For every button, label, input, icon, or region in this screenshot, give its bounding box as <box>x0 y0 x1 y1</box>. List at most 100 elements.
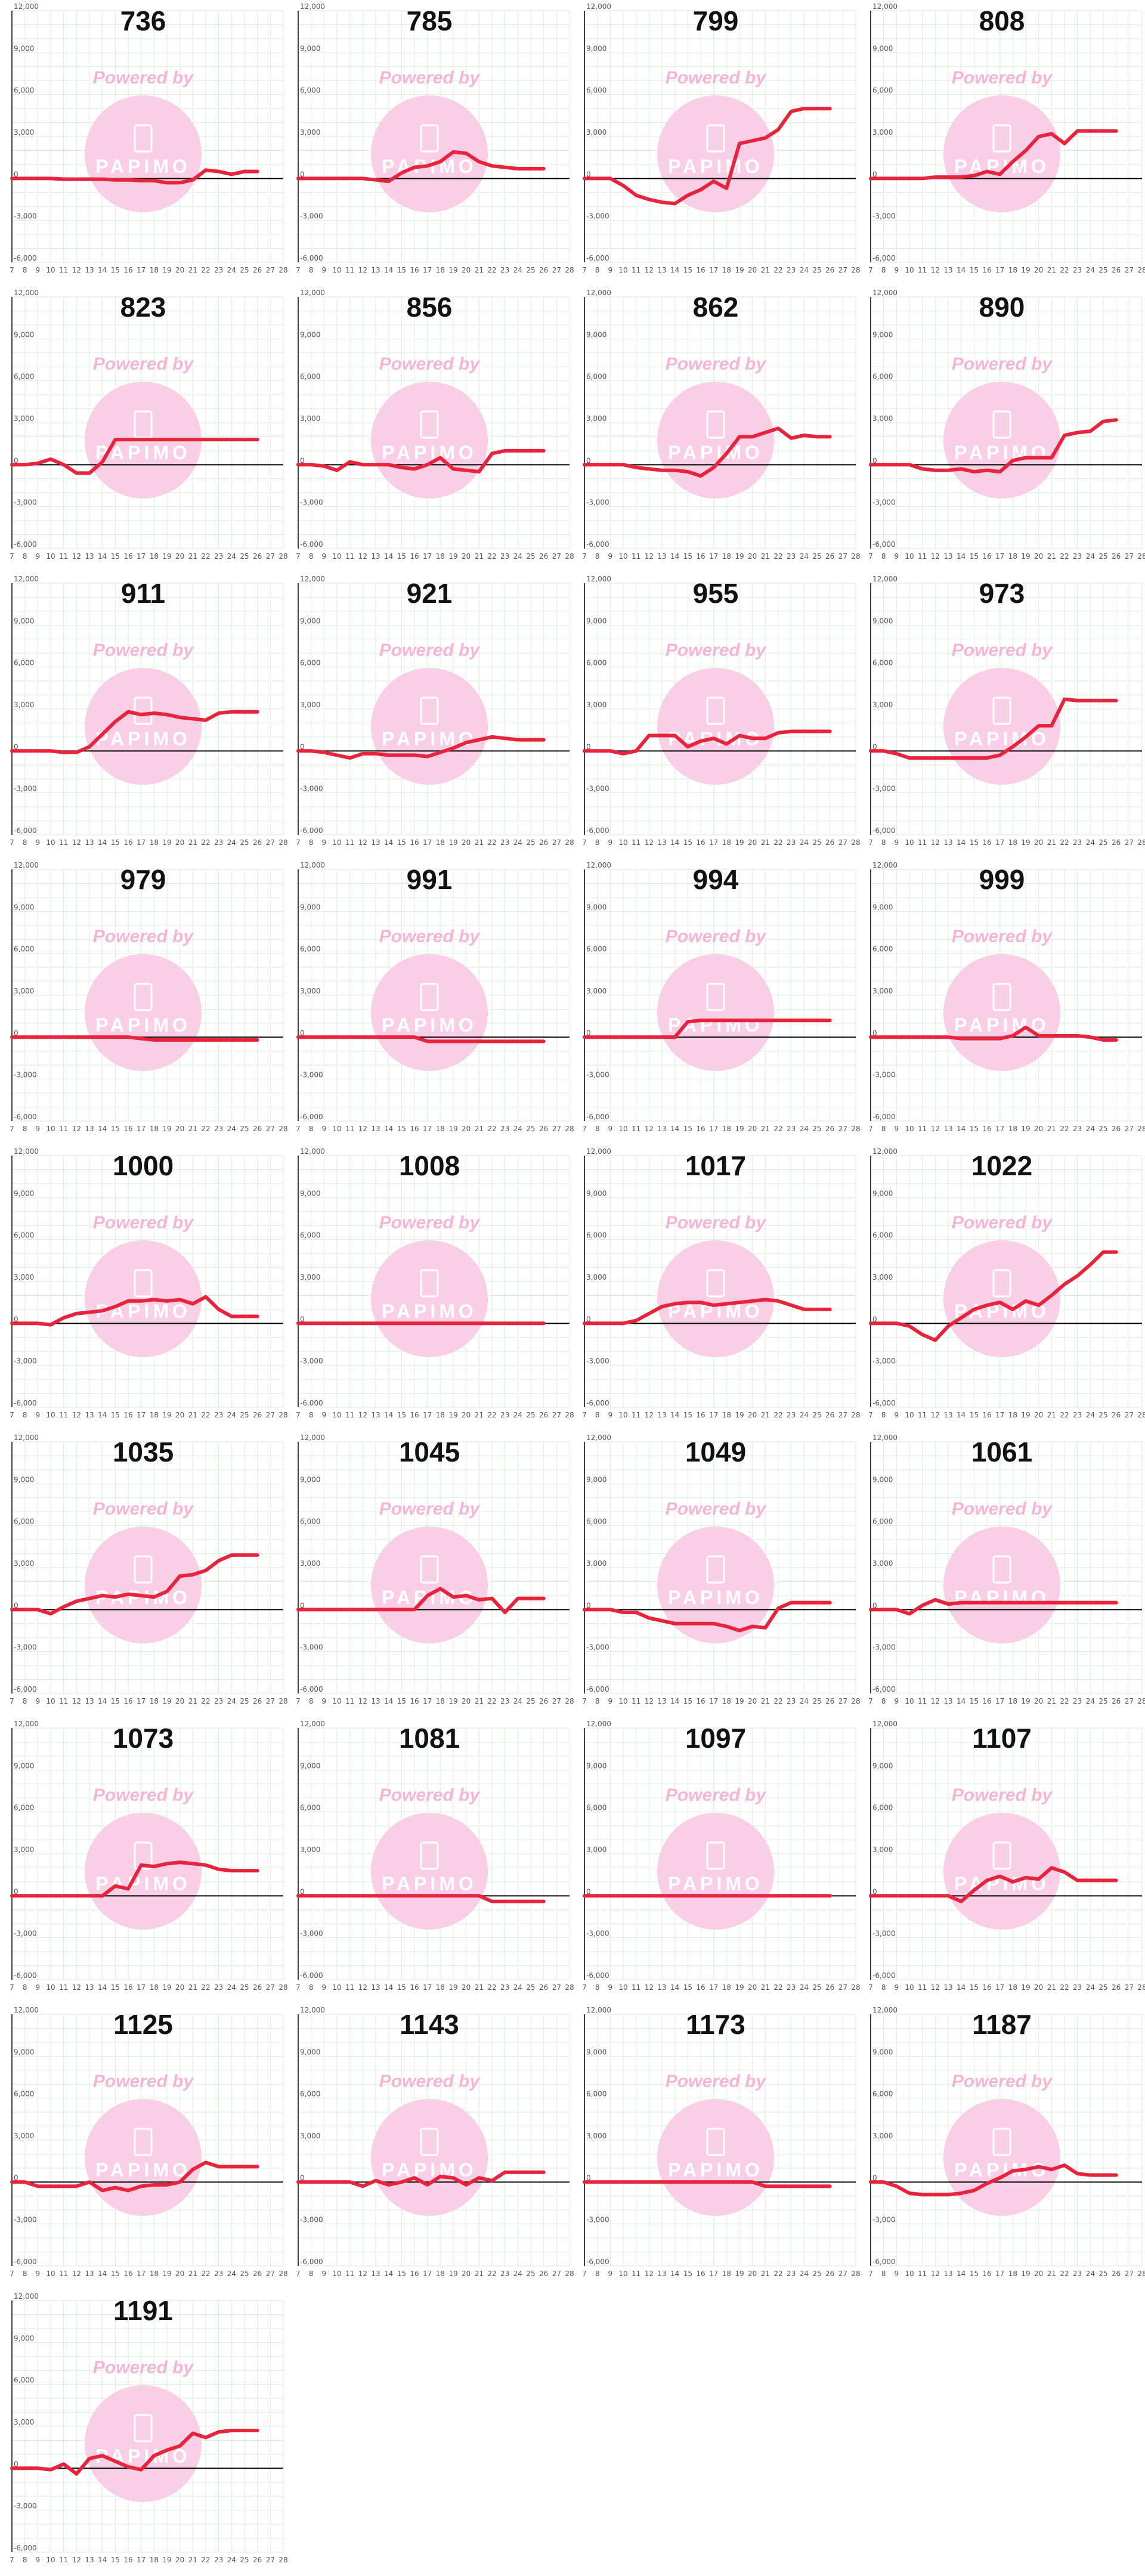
watermark-powered-text: Powered by <box>93 927 194 946</box>
y-tick-label: 6,000 <box>14 2090 34 2098</box>
watermark-brand-text: PAPIMO <box>668 442 763 463</box>
chart-svg: Powered byPAPIMO12,0009,0006,0003,0000-3… <box>10 2292 287 2564</box>
watermark-circle <box>943 954 1060 1071</box>
series-line <box>10 1035 259 1042</box>
chart-svg: Powered byPAPIMO12,0009,0006,0003,0000-3… <box>868 1433 1145 1705</box>
x-tick-label: 18 <box>722 838 731 847</box>
x-tick-label: 20 <box>175 838 184 847</box>
x-tick-label: 8 <box>23 838 27 847</box>
x-tick-label: 26 <box>253 1411 262 1419</box>
x-tick-label: 28 <box>851 552 860 561</box>
x-tick-label: 9 <box>322 1697 327 1705</box>
y-tick-label: -6,000 <box>14 254 37 262</box>
x-tick-label: 12 <box>72 1983 81 1992</box>
x-tick-label: 15 <box>683 266 692 274</box>
x-tick-label: 17 <box>995 1125 1004 1133</box>
watermark-circle <box>943 2099 1060 2216</box>
x-tick-label: 12 <box>358 838 367 847</box>
x-tick-label: 16 <box>696 1125 705 1133</box>
x-tick-label: 22 <box>201 838 210 847</box>
chart-title: 1017 <box>685 1150 747 1181</box>
x-tick-label: 24 <box>800 1125 809 1133</box>
x-tick-label: 17 <box>709 1125 718 1133</box>
x-tick-label: 11 <box>59 552 68 561</box>
x-tick-label: 26 <box>539 1125 548 1133</box>
x-tick-label: 28 <box>565 266 574 274</box>
x-tick-label: 19 <box>162 1125 171 1133</box>
x-tick-label: 11 <box>59 2556 68 2564</box>
x-tick-label: 27 <box>266 1697 275 1705</box>
x-tick-label: 23 <box>787 1411 796 1419</box>
x-tick-label: 26 <box>825 1697 834 1705</box>
x-tick-label: 24 <box>800 552 809 561</box>
y-tick-label: -3,000 <box>586 785 609 793</box>
x-tick-label: 13 <box>943 552 952 561</box>
x-tick-label: 24 <box>513 838 522 847</box>
y-tick-label: -3,000 <box>300 1357 323 1366</box>
watermark-powered-text: Powered by <box>952 1499 1053 1519</box>
watermark-powered-text: Powered by <box>952 68 1053 88</box>
y-tick-label: -6,000 <box>586 1685 609 1693</box>
x-tick-label: 7 <box>868 838 873 847</box>
x-tick-label: 26 <box>253 266 262 274</box>
watermark-powered-text: Powered by <box>93 2072 194 2091</box>
watermark-circle <box>371 2099 488 2216</box>
watermark: Powered by PAPIMO <box>657 927 774 1071</box>
chart-panel: Powered by PAPIMO 12,000 9,000 6,000 3,000 0 -3… <box>859 859 1145 1145</box>
y-tick-label: 3,000 <box>300 1846 320 1854</box>
x-tick-label: 7 <box>582 2270 587 2278</box>
y-tick-label: 9,000 <box>586 330 606 339</box>
x-tick-label: 25 <box>526 1125 535 1133</box>
chart-panel: Powered by PAPIMO 12,000 9,000 6,000 3,000 0 -3… <box>859 1145 1145 1431</box>
x-tick-label: 15 <box>397 1983 406 1992</box>
y-tick-label: 6,000 <box>586 945 606 953</box>
x-tick-label: 16 <box>982 1697 991 1705</box>
watermark-circle <box>85 2099 202 2216</box>
watermark-powered-text: Powered by <box>379 1499 481 1519</box>
x-tick-label: 20 <box>1034 1697 1043 1705</box>
y-tick-label: -3,000 <box>586 1643 609 1652</box>
y-tick-label: 12,000 <box>586 289 611 297</box>
x-tick-label: 19 <box>448 1983 457 1992</box>
y-tick-label: 6,000 <box>300 373 320 381</box>
x-tick-label: 17 <box>709 266 718 274</box>
x-tick-label: 12 <box>72 1125 81 1133</box>
y-tick-label: 3,000 <box>586 1273 606 1281</box>
x-tick-label: 11 <box>918 2270 927 2278</box>
y-tick-label: -6,000 <box>872 1113 896 1121</box>
x-tick-label: 17 <box>995 552 1004 561</box>
x-tick-label: 11 <box>918 552 927 561</box>
x-tick-label: 23 <box>214 838 223 847</box>
x-tick-label: 28 <box>278 1983 287 1992</box>
y-tick-label: -3,000 <box>586 1071 609 1079</box>
x-tick-label: 23 <box>1073 838 1082 847</box>
x-tick-label: 7 <box>296 1411 301 1419</box>
series-line <box>10 438 259 475</box>
y-tick-label: -3,000 <box>14 499 37 507</box>
y-tick-label: 9,000 <box>300 2048 320 2056</box>
x-tick-label: 13 <box>657 2270 666 2278</box>
x-tick-label: 28 <box>278 2556 287 2564</box>
x-tick-label: 24 <box>800 1411 809 1419</box>
watermark-brand-text: PAPIMO <box>954 442 1050 463</box>
x-tick-label: 18 <box>722 1411 731 1419</box>
y-tick-label: -3,000 <box>300 212 323 221</box>
watermark-logo-icon <box>134 124 153 153</box>
x-tick-label: 11 <box>632 1125 640 1133</box>
x-tick-label: 26 <box>539 838 548 847</box>
y-tick-label: 0 <box>300 2174 305 2182</box>
x-tick-label: 21 <box>475 838 484 847</box>
y-tick-label: -3,000 <box>14 1071 37 1079</box>
x-tick-label: 10 <box>46 2556 55 2564</box>
watermark-circle <box>943 95 1060 212</box>
x-tick-label: 20 <box>748 1125 757 1133</box>
x-tick-label: 15 <box>111 2270 120 2278</box>
series-line <box>10 2160 259 2193</box>
x-tick-label: 21 <box>188 552 197 561</box>
series-line <box>583 107 832 206</box>
x-tick-label: 16 <box>696 552 705 561</box>
y-tick-label: 12,000 <box>872 2006 898 2014</box>
y-tick-label: 6,000 <box>586 659 606 667</box>
x-tick-label: 25 <box>240 1697 249 1705</box>
x-tick-label: 24 <box>800 2270 809 2278</box>
